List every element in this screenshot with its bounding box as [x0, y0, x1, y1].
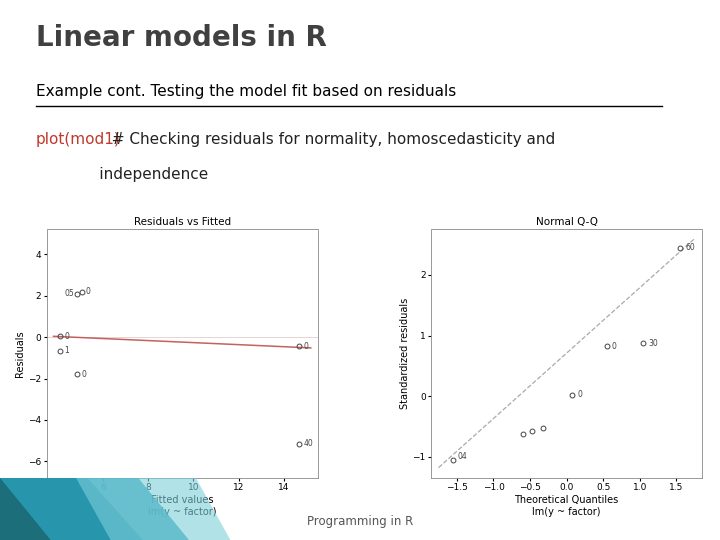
Text: Programming in R: Programming in R: [307, 515, 413, 528]
Text: 0: 0: [304, 342, 308, 351]
Text: 0: 0: [64, 332, 69, 341]
Text: 0: 0: [86, 287, 91, 296]
X-axis label: Fitted values
lm(y ~ factor): Fitted values lm(y ~ factor): [148, 495, 217, 517]
Title: Residuals vs Fitted: Residuals vs Fitted: [134, 217, 230, 227]
Text: 30: 30: [649, 339, 658, 348]
Text: 0: 0: [81, 370, 86, 379]
Text: 0: 0: [612, 342, 617, 351]
Title: Normal Q-Q: Normal Q-Q: [536, 217, 598, 227]
Polygon shape: [0, 478, 189, 540]
Y-axis label: Standardized residuals: Standardized residuals: [400, 298, 410, 409]
Text: plot(mod1): plot(mod1): [36, 132, 121, 147]
Text: # Checking residuals for normality, homoscedasticity and: # Checking residuals for normality, homo…: [102, 132, 556, 147]
Text: 60: 60: [685, 243, 695, 252]
Text: 40: 40: [304, 439, 313, 448]
Text: 0: 0: [577, 390, 582, 400]
Text: 1: 1: [64, 346, 69, 355]
Text: independence: independence: [36, 167, 208, 183]
Text: Example cont. Testing the model fit based on residuals: Example cont. Testing the model fit base…: [36, 84, 456, 99]
Text: 05: 05: [65, 289, 75, 298]
Text: 04: 04: [458, 452, 467, 461]
Polygon shape: [0, 478, 143, 540]
Text: Linear models in R: Linear models in R: [36, 24, 327, 52]
X-axis label: Theoretical Quantiles
lm(y ~ factor): Theoretical Quantiles lm(y ~ factor): [515, 495, 618, 517]
Polygon shape: [76, 478, 230, 540]
Y-axis label: Residuals: Residuals: [15, 330, 25, 377]
